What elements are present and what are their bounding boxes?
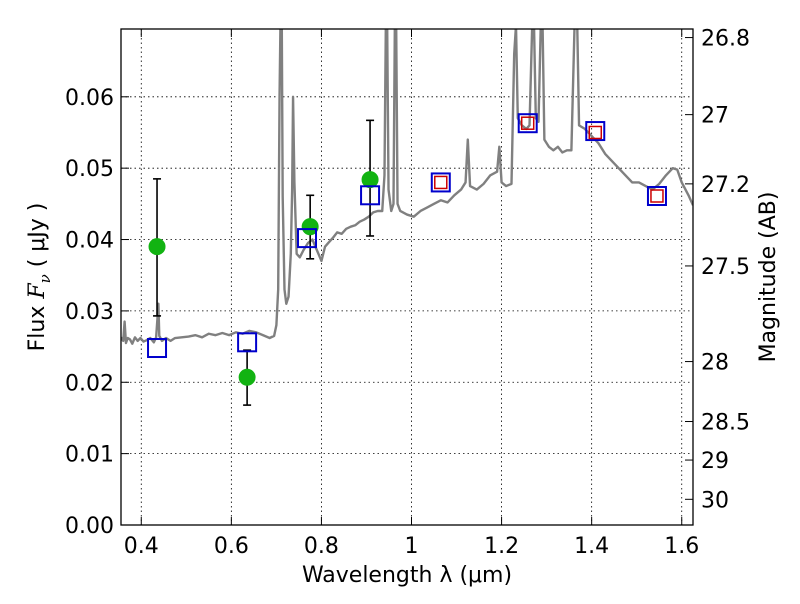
photometry-point	[238, 349, 256, 406]
photometry-point	[301, 194, 319, 260]
y-tick-label: 0.01	[65, 443, 114, 468]
tick-marks	[121, 29, 693, 526]
y-axis-label-symbol: F	[25, 283, 50, 300]
x-tick-label: 0.4	[124, 534, 159, 559]
blue-square-marker	[360, 185, 381, 206]
red-square-marker	[520, 116, 535, 130]
y-axis-label-suffix: ( μJy )	[25, 203, 50, 275]
series-layer	[121, 29, 693, 345]
green-circle-marker	[148, 238, 166, 256]
y-tick-label: 0.04	[65, 229, 114, 254]
tick-labels: 0.4 0.6 0.8 1 1.2 1.4 1.6 0.00 0.01 0.02 0.03 0.04 0…	[65, 27, 750, 559]
y-tick-label: 0.05	[65, 157, 114, 182]
blue-square-marker	[237, 332, 258, 353]
y-tick-label: 0.06	[65, 86, 114, 111]
x-axis-label: Wavelength λ (μm)	[302, 563, 512, 588]
y2-tick-label: 27	[701, 104, 729, 129]
red-square-marker	[588, 125, 603, 140]
y-axis-label-prefix: Flux	[25, 299, 50, 352]
x-tick-label: 1.6	[664, 534, 699, 559]
x-tick-label: 1	[405, 534, 419, 559]
green-circle-marker	[361, 171, 379, 189]
y2-tick-label: 27.2	[701, 173, 750, 198]
x-tick-label: 0.8	[304, 534, 339, 559]
y2-tick-label: 27.5	[701, 255, 750, 280]
plot-frame	[120, 28, 694, 526]
y2-tick-label: 28.5	[701, 411, 750, 436]
blue-square-marker	[297, 228, 318, 249]
blue-square-marker	[646, 185, 667, 206]
photometry-point	[361, 119, 379, 237]
plot-background	[121, 29, 693, 525]
blue-square-marker	[430, 172, 451, 193]
x-tick-label: 0.6	[214, 534, 249, 559]
green-circle-marker	[238, 368, 256, 386]
y-tick-label: 0.02	[65, 371, 114, 396]
red-square-marker	[650, 189, 664, 203]
blue-square-marker	[585, 121, 606, 142]
y-axis-label-subscript: ν	[36, 274, 54, 283]
y2-tick-label: 30	[701, 488, 729, 513]
y-axis-label: Flux Fν ( μJy )	[25, 203, 54, 352]
y2-tick-label: 26.8	[701, 27, 750, 52]
y2-tick-label: 28	[701, 351, 729, 376]
grid-lines	[121, 29, 693, 525]
x-tick-label: 1.4	[574, 534, 609, 559]
red-square-marker	[434, 175, 448, 190]
blue-square-marker	[147, 338, 168, 359]
blue-square-marker	[517, 113, 538, 134]
spectrum-line	[121, 29, 693, 345]
y2-tick-label: 29	[701, 449, 729, 474]
y2-axis-label: Magnitude (AB)	[756, 192, 781, 363]
y-tick-label: 0.03	[65, 300, 114, 325]
x-tick-label: 1.2	[484, 534, 519, 559]
y-tick-label: 0.00	[65, 514, 114, 539]
green-circle-marker	[301, 218, 319, 236]
photometry-point	[148, 178, 166, 317]
marker-layer	[147, 113, 667, 406]
